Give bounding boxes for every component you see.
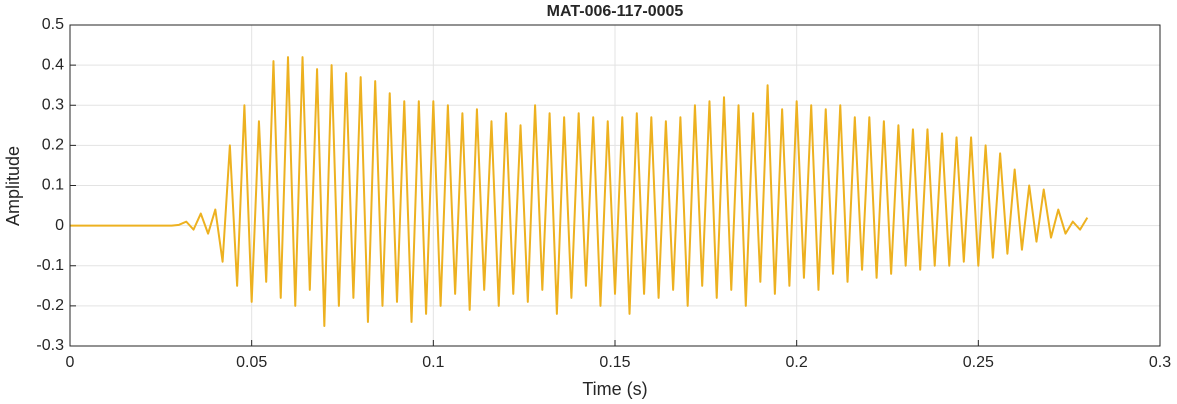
x-tick-label: 0.3 — [1149, 354, 1171, 371]
x-tick-label: 0 — [66, 354, 75, 371]
x-tick-label: 0.05 — [236, 354, 267, 371]
y-tick-label: -0.2 — [36, 297, 64, 314]
y-tick-label: 0.1 — [42, 177, 64, 194]
y-tick-label: 0.3 — [42, 96, 64, 113]
y-axis-label: Amplitude — [3, 146, 23, 226]
x-tick-label: 0.25 — [963, 354, 994, 371]
waveform-line — [70, 56, 1089, 327]
y-tick-label: 0.2 — [42, 137, 64, 154]
x-tick-label: 0.2 — [786, 354, 808, 371]
y-tick-label: 0 — [55, 217, 64, 234]
chart-title: MAT-006-117-0005 — [547, 3, 684, 20]
y-tick-label: -0.3 — [36, 337, 64, 354]
y-tick-label: 0.5 — [42, 16, 64, 33]
x-axis-label: Time (s) — [582, 379, 647, 399]
y-tick-label: 0.4 — [42, 56, 64, 73]
x-tick-label: 0.15 — [599, 354, 630, 371]
y-tick-label: -0.1 — [36, 257, 64, 274]
x-tick-label: 0.1 — [422, 354, 444, 371]
axes-box — [69, 24, 1161, 347]
